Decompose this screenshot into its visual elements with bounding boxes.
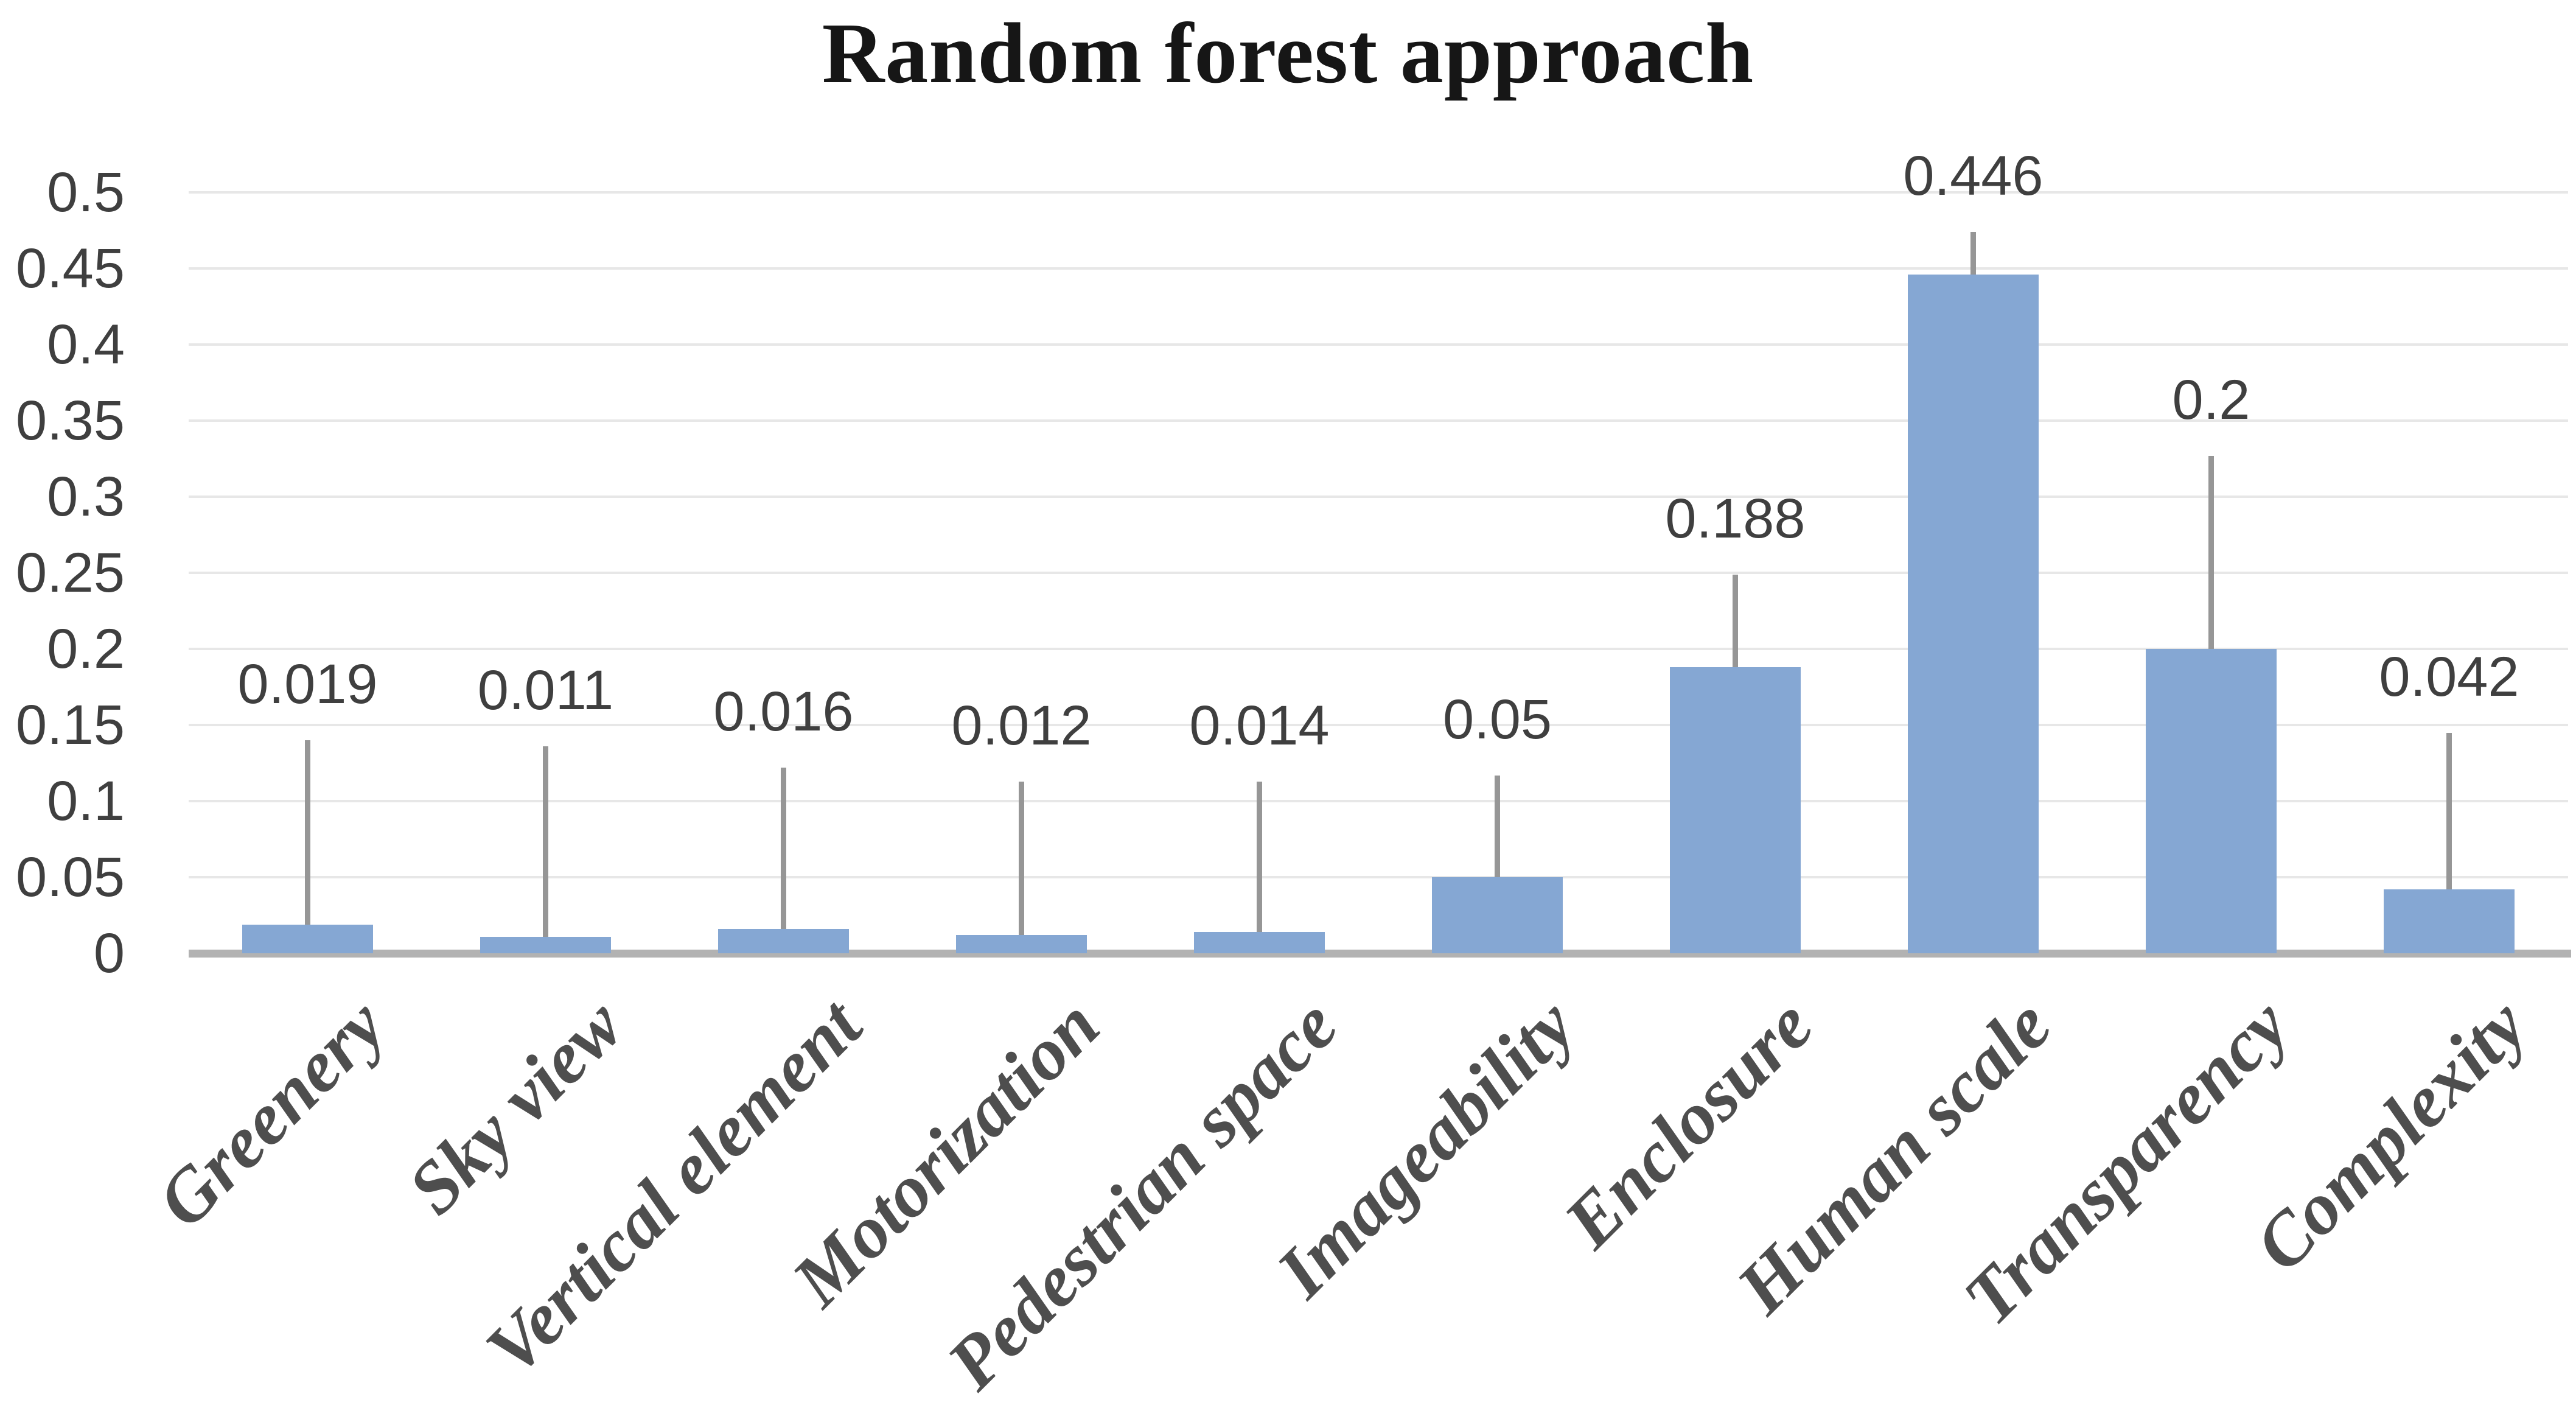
gridline bbox=[189, 419, 2568, 422]
error-bar-whisker bbox=[1733, 574, 1738, 667]
bar bbox=[1194, 932, 1325, 953]
error-bar-whisker bbox=[1970, 232, 1976, 275]
value-label: 0.014 bbox=[1189, 694, 1330, 757]
bar bbox=[956, 935, 1087, 953]
gridline bbox=[189, 572, 2568, 574]
value-label: 0.011 bbox=[477, 659, 614, 721]
chart-title: Random forest approach bbox=[822, 5, 1754, 101]
gridline bbox=[189, 343, 2568, 346]
gridline bbox=[189, 648, 2568, 650]
bar bbox=[2146, 649, 2277, 953]
gridline bbox=[189, 800, 2568, 802]
bar bbox=[1432, 877, 1563, 953]
error-bar-whisker bbox=[781, 768, 786, 929]
value-label: 0.188 bbox=[1665, 487, 1806, 550]
y-axis-tick-label: 0 bbox=[93, 922, 125, 984]
bar bbox=[242, 924, 373, 953]
y-axis-tick-label: 0.45 bbox=[15, 237, 125, 299]
y-axis-tick-label: 0.2 bbox=[47, 618, 125, 680]
gridline bbox=[189, 876, 2568, 878]
value-label: 0.05 bbox=[1442, 688, 1552, 751]
gridline bbox=[189, 724, 2568, 726]
y-axis-tick-label: 0.1 bbox=[47, 770, 125, 832]
gridline bbox=[189, 496, 2568, 498]
category-label: Sky view bbox=[393, 983, 639, 1230]
gridline bbox=[189, 191, 2568, 194]
y-axis-tick-label: 0.35 bbox=[15, 390, 125, 452]
value-label: 0.042 bbox=[2379, 645, 2519, 708]
value-label: 0.019 bbox=[237, 653, 378, 715]
category-label: Greenery bbox=[141, 983, 401, 1243]
error-bar-whisker bbox=[1257, 781, 1262, 932]
y-axis-tick-label: 0.5 bbox=[47, 161, 125, 223]
error-bar-whisker bbox=[305, 740, 310, 925]
error-bar-whisker bbox=[2446, 732, 2452, 889]
value-label: 0.012 bbox=[951, 694, 1092, 757]
bar bbox=[1670, 667, 1801, 953]
y-axis-tick-label: 0.4 bbox=[47, 313, 125, 376]
value-label: 0.446 bbox=[1903, 145, 2044, 207]
gridline bbox=[189, 267, 2568, 270]
y-axis-tick-label: 0.25 bbox=[15, 542, 125, 604]
bar bbox=[480, 936, 611, 953]
error-bar-whisker bbox=[2208, 455, 2214, 649]
error-bar-whisker bbox=[1495, 775, 1500, 877]
bar bbox=[718, 929, 849, 953]
bar bbox=[2384, 889, 2515, 953]
y-axis-tick-label: 0.15 bbox=[15, 694, 125, 756]
y-axis-tick-label: 0.05 bbox=[15, 846, 125, 908]
value-label: 0.016 bbox=[713, 681, 854, 743]
error-bar-whisker bbox=[543, 746, 548, 937]
y-axis-tick-label: 0.3 bbox=[47, 466, 125, 528]
value-label: 0.2 bbox=[2172, 368, 2250, 431]
bar bbox=[1908, 275, 2039, 953]
error-bar-whisker bbox=[1019, 781, 1024, 935]
